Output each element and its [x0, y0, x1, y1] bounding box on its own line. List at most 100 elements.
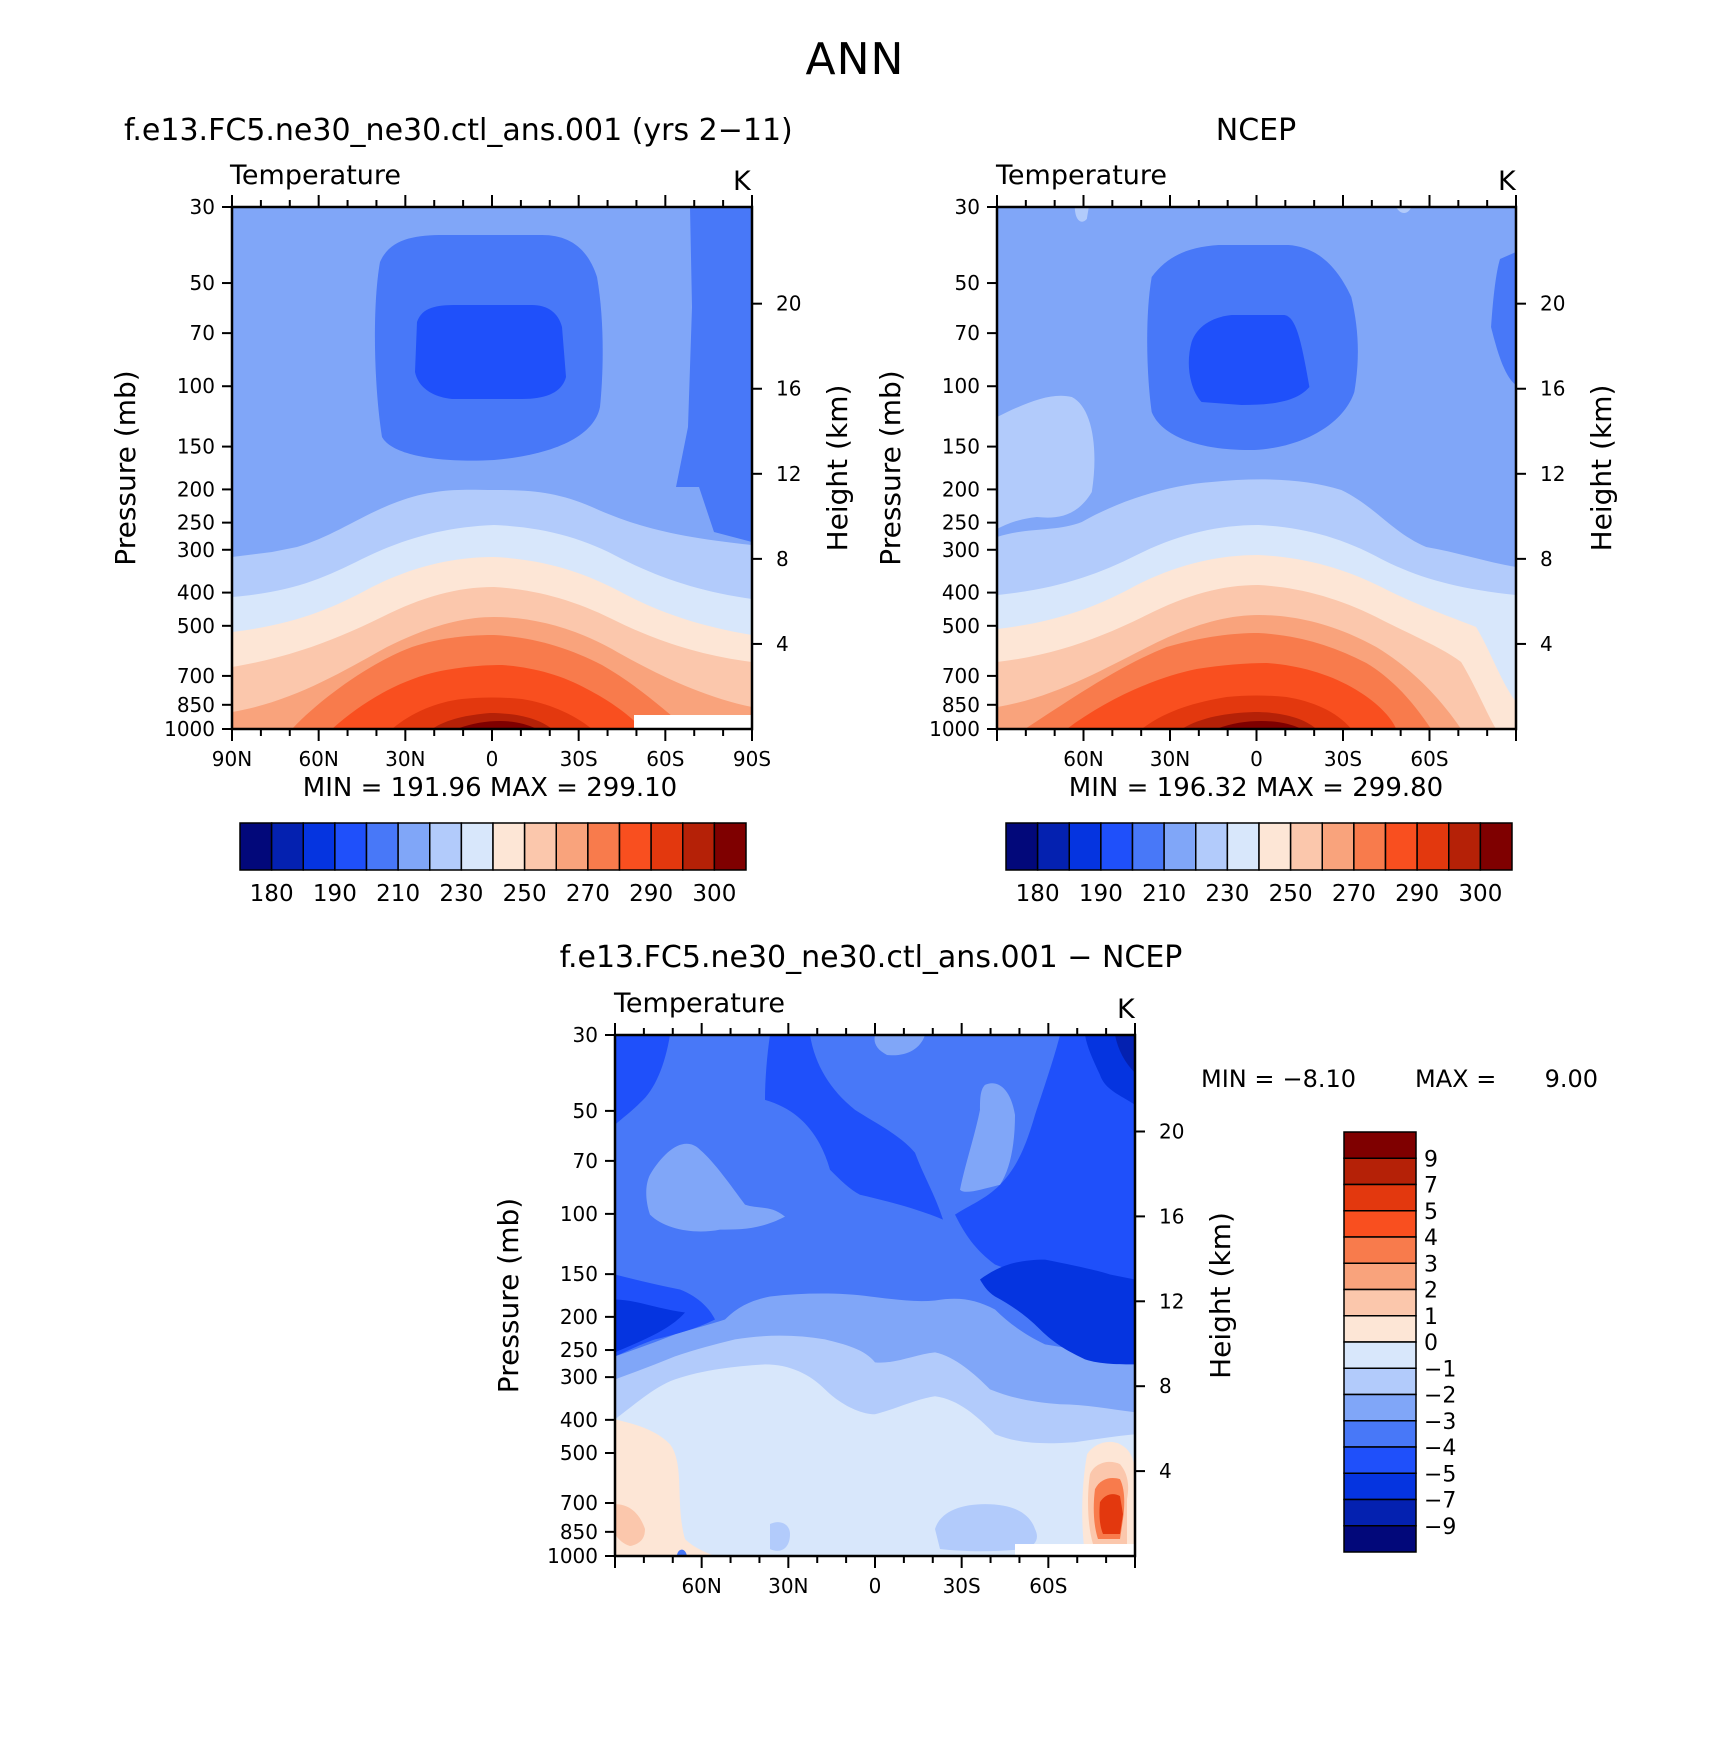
colorbar-label: 250 — [503, 881, 547, 907]
colorbar-swatch — [682, 822, 716, 871]
model-contour-band — [676, 207, 752, 542]
diff-contour-band — [770, 1522, 790, 1551]
colorbar-label: −9 — [1424, 1515, 1456, 1540]
diff-units-label: K — [1117, 994, 1136, 1025]
colorbar-swatch — [1343, 1420, 1417, 1448]
diff-contour-band — [874, 1035, 925, 1056]
diff-contour-band — [1099, 1494, 1123, 1535]
y-tick-label: 1000 — [929, 717, 980, 741]
model-contour-field — [232, 207, 752, 729]
y-tick-label: 700 — [177, 664, 215, 688]
colorbar-label: 4 — [1424, 1226, 1438, 1251]
y-tick-label: 400 — [942, 581, 980, 605]
colorbar-swatch — [1068, 822, 1102, 871]
y-tick-label: 200 — [942, 477, 980, 501]
y-tick-label: 100 — [177, 374, 215, 398]
colorbar-swatch — [587, 822, 621, 871]
colorbar-label: 250 — [1269, 881, 1313, 907]
colorbar-label: −2 — [1424, 1384, 1456, 1409]
colorbar-label: −7 — [1424, 1489, 1456, 1514]
colorbar-swatch — [270, 822, 304, 871]
obs-variable-label: Temperature — [995, 160, 1167, 191]
colorbar-label: 270 — [566, 881, 610, 907]
diff-contour-field — [615, 1035, 1135, 1556]
diff-variable-label: Temperature — [613, 988, 785, 1019]
y-axis-title: Pressure (mb) — [109, 370, 142, 565]
colorbar-label: 2 — [1424, 1279, 1438, 1304]
colorbar-swatch — [523, 822, 557, 871]
obs-contour-band — [997, 395, 1095, 529]
colorbar-swatch — [1226, 822, 1260, 871]
colorbar-label: 180 — [1016, 881, 1060, 907]
diff-panel-title: f.e13.FC5.ne30_ne30.ctl_ans.001 − NCEP — [560, 940, 1183, 975]
y-tick-label: 500 — [177, 614, 215, 638]
colorbar-swatch — [1343, 1157, 1417, 1186]
model-contour-band — [415, 305, 566, 399]
diff-max-value: 9.00 — [1545, 1065, 1598, 1093]
y-tick-label: 1000 — [547, 1544, 598, 1568]
colorbar-swatch — [1343, 1341, 1417, 1369]
y-tick-label: 30 — [955, 195, 980, 219]
model-colorbar: 180 190 210 230 250 270 290 300 — [239, 822, 747, 907]
x-tick-label: 0 — [1250, 747, 1263, 771]
colorbar-swatch — [1343, 1183, 1417, 1212]
y-tick-label: 250 — [942, 511, 980, 535]
y-right-tick-label: 12 — [776, 462, 801, 486]
y-right-tick-label: 8 — [776, 547, 789, 571]
colorbar-swatch — [1258, 822, 1292, 871]
colorbar-swatch — [1343, 1525, 1417, 1553]
colorbar-swatch — [618, 822, 652, 871]
colorbar-swatch — [555, 822, 589, 871]
colorbar-swatch — [1131, 822, 1165, 871]
y-tick-label: 700 — [942, 664, 980, 688]
diff-contour-band — [646, 1143, 785, 1232]
y-tick-label: 50 — [573, 1099, 598, 1123]
colorbar-label: −5 — [1424, 1462, 1456, 1487]
y-axis-title: Pressure (mb) — [874, 370, 907, 565]
y-tick-label: 850 — [560, 1520, 598, 1544]
diff-min-value: −8.10 — [1282, 1065, 1356, 1093]
y-right-tick-label: 12 — [1159, 1289, 1184, 1313]
colorbar-swatch — [1005, 822, 1039, 871]
colorbar-swatch — [397, 822, 431, 871]
diff-max-label: MAX = — [1415, 1065, 1496, 1093]
colorbar-swatch — [1163, 822, 1197, 871]
colorbar-label: 0 — [1424, 1331, 1438, 1356]
y-right-axis-title: Height (km) — [1204, 1212, 1237, 1379]
colorbar-label: 230 — [439, 881, 483, 907]
model-units-label: K — [733, 166, 752, 197]
colorbar-label: 300 — [692, 881, 736, 907]
y-right-tick-label: 16 — [1540, 377, 1565, 401]
diff-contour-band — [935, 1504, 1037, 1552]
y-right-axis-title: Height (km) — [821, 385, 854, 552]
colorbar-swatch — [713, 822, 747, 871]
y-tick-label: 250 — [560, 1338, 598, 1362]
colorbar-swatch — [1343, 1498, 1417, 1527]
y-right-tick-label: 16 — [776, 377, 801, 401]
colorbar-swatch — [1343, 1131, 1417, 1159]
diff-contour-band — [615, 1035, 670, 1125]
y-tick-label: 30 — [573, 1023, 598, 1047]
colorbar-swatch — [429, 822, 463, 871]
colorbar-swatch — [1289, 822, 1323, 871]
y-right-tick-label: 12 — [1540, 462, 1565, 486]
diff-panel: f.e13.FC5.ne30_ne30.ctl_ans.001 − NCEP T… — [492, 940, 1598, 1598]
colorbar-swatch — [239, 822, 273, 871]
y-right-tick-label: 4 — [1159, 1459, 1172, 1483]
diff-contour-band — [960, 1083, 1015, 1192]
y-right-tick-label: 4 — [776, 632, 789, 656]
colorbar-swatch — [650, 822, 684, 871]
x-tick-label: 60N — [1063, 747, 1103, 771]
x-tick-label: 90N — [212, 747, 252, 771]
diff-contour-band — [1115, 1035, 1135, 1073]
diff-contour-band — [980, 1259, 1135, 1365]
x-tick-label: 30S — [943, 1574, 981, 1598]
colorbar-label: 1 — [1424, 1305, 1438, 1330]
y-right-tick-label: 20 — [776, 292, 801, 316]
colorbar-swatch — [1343, 1262, 1417, 1291]
y-tick-label: 850 — [942, 693, 980, 717]
y-tick-label: 200 — [177, 477, 215, 501]
y-right-tick-label: 4 — [1540, 632, 1553, 656]
